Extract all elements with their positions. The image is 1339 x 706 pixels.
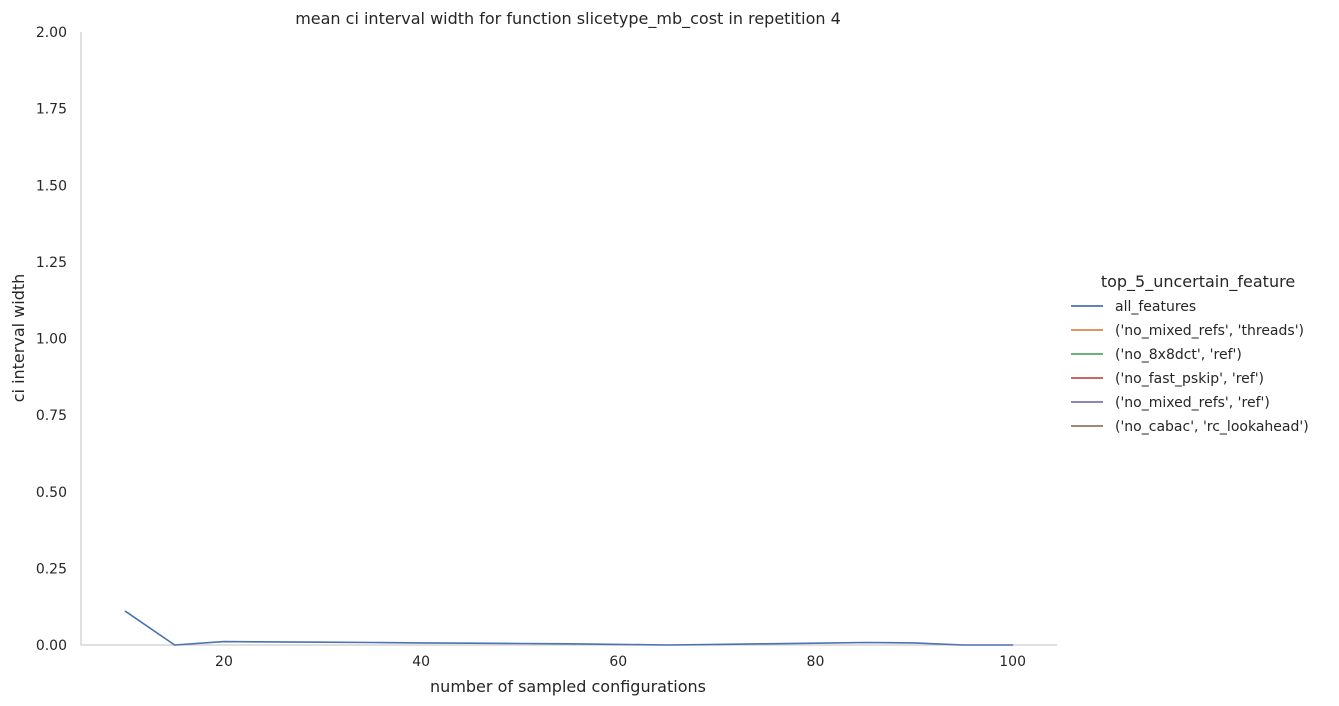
legend-label: ('no_fast_pskip', 'ref')	[1115, 371, 1264, 387]
series-lines	[124, 610, 1014, 646]
x-axis-label: number of sampled configurations	[430, 677, 706, 696]
legend-label: ('no_mixed_refs', 'threads')	[1115, 323, 1304, 339]
y-axis-label: ci interval width	[9, 274, 28, 403]
y-tick-label: 1.50	[36, 178, 67, 194]
y-tick-label: 0.50	[36, 485, 67, 501]
legend-title: top_5_uncertain_feature	[1101, 272, 1295, 292]
x-tick-label: 20	[215, 654, 233, 670]
x-tick-label: 100	[999, 654, 1026, 670]
y-tick-label: 2.00	[36, 25, 67, 41]
legend-label: all_features	[1115, 299, 1196, 315]
y-tick-label: 1.25	[36, 255, 67, 271]
y-tick-label: 1.00	[36, 332, 67, 348]
y-tick-label: 1.75	[36, 102, 67, 118]
legend-label: ('no_8x8dct', 'ref')	[1115, 347, 1242, 363]
y-ticks: 0.00 0.25 0.50 0.75 1.00 1.25 1.50 1.75 2.00	[36, 25, 67, 654]
legend-items: all_features ('no_mixed_refs', 'threads')…	[1071, 299, 1309, 435]
series-line	[124, 610, 1014, 646]
x-tick-label: 40	[412, 654, 430, 670]
x-ticks: 20 40 60 80 100	[215, 654, 1026, 670]
legend: top_5_uncertain_feature all_features ('no…	[1071, 272, 1309, 435]
y-tick-label: 0.00	[36, 638, 67, 654]
y-tick-label: 0.25	[36, 561, 67, 577]
legend-label: ('no_cabac', 'rc_lookahead')	[1115, 419, 1309, 435]
x-tick-label: 60	[609, 654, 627, 670]
chart-title: mean ci interval width for function slic…	[295, 9, 841, 29]
x-tick-label: 80	[807, 654, 825, 670]
y-tick-label: 0.75	[36, 408, 67, 424]
plot-area: 0.00 0.25 0.50 0.75 1.00 1.25 1.50 1.75 2.00 20 4…	[36, 25, 1057, 670]
legend-label: ('no_mixed_refs', 'ref')	[1115, 395, 1270, 411]
